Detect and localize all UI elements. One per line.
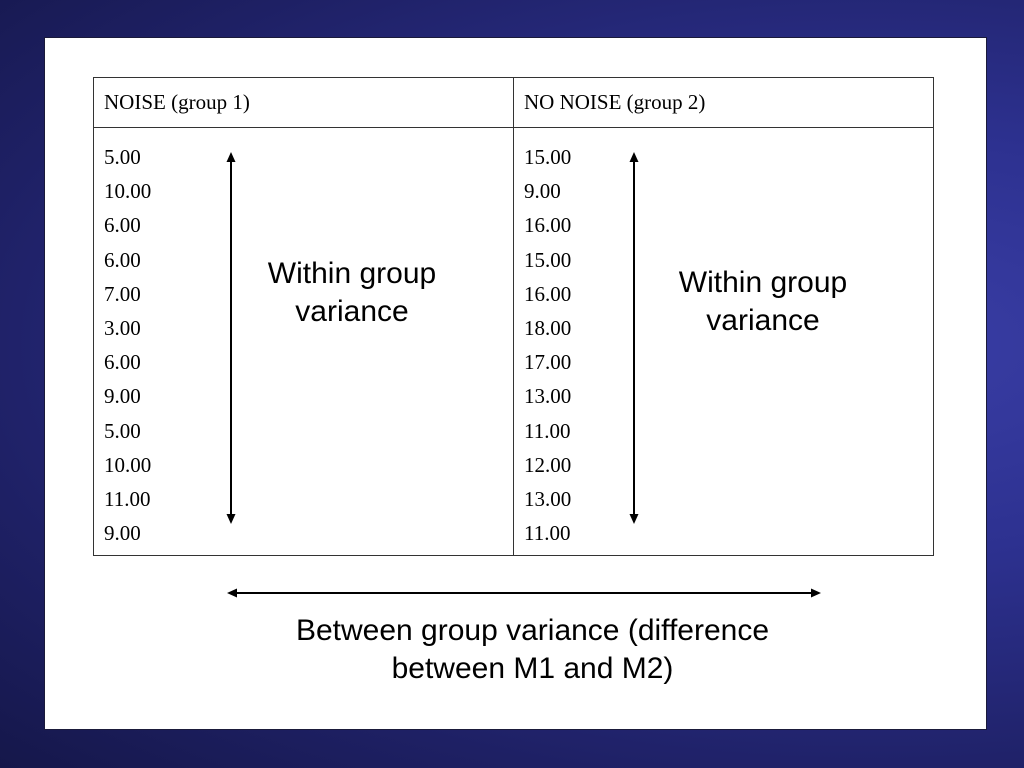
header-no-noise-group-2: NO NOISE (group 2) <box>513 77 934 128</box>
group-2-value: 16.00 <box>524 213 572 238</box>
slide-panel: NOISE (group 1) NO NOISE (group 2) 5.00 … <box>44 37 987 730</box>
group-1-value: 10.00 <box>104 179 152 204</box>
group-2-value: 13.00 <box>524 384 572 409</box>
group-2-value: 15.00 <box>524 145 572 169</box>
between-group-label: Between group variance (difference betwe… <box>235 612 830 688</box>
header-noise-group-1: NOISE (group 1) <box>93 77 514 128</box>
between-group-line-1: Between group variance (difference <box>295 614 770 647</box>
table-data-row: 5.00 10.00 6.00 6.00 7.00 3.00 6.00 9.00… <box>93 127 934 556</box>
group-2-value: 16.00 <box>524 281 572 306</box>
group-1-value: 10.00 <box>104 452 152 477</box>
table-header-row: NOISE (group 1) NO NOISE (group 2) <box>93 77 934 128</box>
group-1-value: 11.00 <box>104 486 151 511</box>
within-group-1-label: Within group variance <box>252 255 452 331</box>
between-group-arrow <box>227 588 821 598</box>
group-1-cell: 5.00 10.00 6.00 6.00 7.00 3.00 6.00 9.00… <box>93 127 514 556</box>
group-2-cell: 15.00 9.00 16.00 15.00 16.00 18.00 17.00… <box>513 127 934 556</box>
within-group-1-line-2: variance <box>295 295 409 328</box>
group-1-value: 9.00 <box>104 384 141 409</box>
within-group-1-arrow <box>226 152 236 524</box>
group-1-value: 7.00 <box>104 281 141 306</box>
within-group-2-label: Within group variance <box>663 264 863 340</box>
group-2-value: 17.00 <box>524 350 572 375</box>
group-2-value: 12.00 <box>524 452 572 477</box>
group-2-value: 15.00 <box>524 247 572 272</box>
group-2-value: 11.00 <box>524 521 571 546</box>
between-group-line-2: between M1 and M2) <box>391 652 674 685</box>
group-1-value: 6.00 <box>104 213 141 238</box>
group-1-values: 5.00 10.00 6.00 6.00 7.00 3.00 6.00 9.00… <box>104 140 503 550</box>
within-group-2-line-1: Within group <box>678 266 848 299</box>
group-2-values: 15.00 9.00 16.00 15.00 16.00 18.00 17.00… <box>524 140 923 550</box>
within-group-2-line-2: variance <box>706 304 820 337</box>
group-1-value: 9.00 <box>104 521 141 546</box>
within-group-2-arrow <box>629 152 639 524</box>
group-2-value: 18.00 <box>524 315 572 340</box>
group-1-value: 5.00 <box>104 418 141 443</box>
data-table: NOISE (group 1) NO NOISE (group 2) 5.00 … <box>93 77 934 556</box>
group-1-value: 6.00 <box>104 350 141 375</box>
group-2-value: 13.00 <box>524 486 572 511</box>
within-group-1-line-1: Within group <box>267 257 437 290</box>
group-1-value: 3.00 <box>104 315 141 340</box>
group-1-value: 6.00 <box>104 247 141 272</box>
group-2-value: 9.00 <box>524 179 561 204</box>
group-2-value: 11.00 <box>524 418 571 443</box>
group-1-value: 5.00 <box>104 145 141 169</box>
